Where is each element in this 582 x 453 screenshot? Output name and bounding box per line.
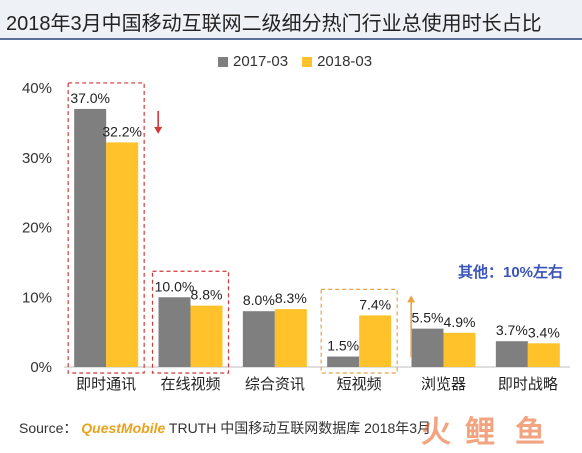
source-brand: QuestMobile bbox=[81, 420, 166, 436]
bar-2017-3 bbox=[327, 356, 360, 367]
data-label: 8.0% bbox=[243, 292, 275, 308]
y-tick-label: 30% bbox=[22, 150, 52, 167]
y-tick-label: 40% bbox=[22, 80, 52, 97]
svg-text:火: 火 bbox=[421, 415, 451, 448]
bar-2018-0 bbox=[106, 142, 139, 367]
other-note: 其他：10%左右 bbox=[458, 264, 564, 281]
legend-swatch-2018 bbox=[302, 56, 313, 67]
data-label: 5.5% bbox=[412, 310, 444, 326]
data-label: 7.4% bbox=[359, 296, 391, 312]
data-label: 37.0% bbox=[70, 90, 110, 106]
svg-text:鱼: 鱼 bbox=[515, 415, 545, 448]
legend-item-2017: 2017-03 bbox=[218, 53, 288, 70]
data-label: 3.7% bbox=[496, 322, 528, 338]
data-label: 32.2% bbox=[102, 123, 142, 139]
highlight-box-0 bbox=[67, 82, 145, 374]
title-bar bbox=[0, 0, 582, 38]
source-line: Source： QuestMobile TRUTH 中国移动互联网数据库 201… bbox=[19, 418, 431, 438]
bar-2017-4 bbox=[411, 328, 444, 367]
bar-2017-2 bbox=[242, 311, 275, 367]
bar-2018-1 bbox=[190, 305, 223, 367]
legend-item-2018: 2018-03 bbox=[302, 53, 372, 70]
legend-label-2017: 2017-03 bbox=[233, 53, 289, 70]
legend-label-2018: 2018-03 bbox=[317, 53, 373, 70]
highlight-box-2 bbox=[320, 288, 398, 374]
y-tick-label: 0% bbox=[30, 359, 52, 376]
data-label: 3.4% bbox=[528, 324, 560, 340]
trend-arrow-down-head bbox=[154, 126, 163, 134]
legend-swatch-2017 bbox=[218, 56, 228, 67]
data-label: 4.9% bbox=[444, 314, 476, 330]
x-tick-label: 浏览器 bbox=[421, 376, 466, 393]
source-prefix: Source： bbox=[19, 420, 78, 436]
title-underline bbox=[0, 38, 582, 40]
watermark-logo: 火 鲤 鱼 bbox=[415, 412, 580, 450]
bar-2018-3 bbox=[359, 315, 392, 367]
y-tick-label: 20% bbox=[22, 220, 52, 237]
data-label: 10.0% bbox=[155, 278, 195, 294]
highlight-box-1 bbox=[151, 270, 230, 374]
trend-arrow-up-head bbox=[407, 295, 416, 303]
bar-2018-5 bbox=[527, 343, 560, 367]
x-tick-label: 短视频 bbox=[337, 376, 382, 393]
bar-2018-2 bbox=[274, 309, 307, 367]
x-tick-label: 综合资讯 bbox=[245, 376, 305, 393]
data-label: 8.3% bbox=[275, 290, 307, 306]
bar-2017-1 bbox=[158, 297, 191, 367]
source-suffix: TRUTH 中国移动互联网数据库 2018年3月 bbox=[168, 420, 432, 436]
bar-2017-0 bbox=[74, 108, 107, 368]
data-label: 8.8% bbox=[191, 287, 223, 303]
x-tick-label: 即时通讯 bbox=[76, 376, 136, 393]
bar-2017-5 bbox=[495, 341, 528, 367]
y-tick-label: 10% bbox=[22, 289, 52, 306]
bar-2018-4 bbox=[443, 332, 476, 367]
data-label: 1.5% bbox=[327, 338, 359, 354]
svg-text:鲤: 鲤 bbox=[465, 415, 495, 448]
x-tick-label: 即时战略 bbox=[498, 376, 558, 393]
chart-title: 2018年3月中国移动互联网二级细分热门行业总使用时长占比 bbox=[6, 13, 542, 35]
x-tick-label: 在线视频 bbox=[160, 376, 220, 393]
legend: 2017-03 2018-03 bbox=[218, 53, 380, 70]
